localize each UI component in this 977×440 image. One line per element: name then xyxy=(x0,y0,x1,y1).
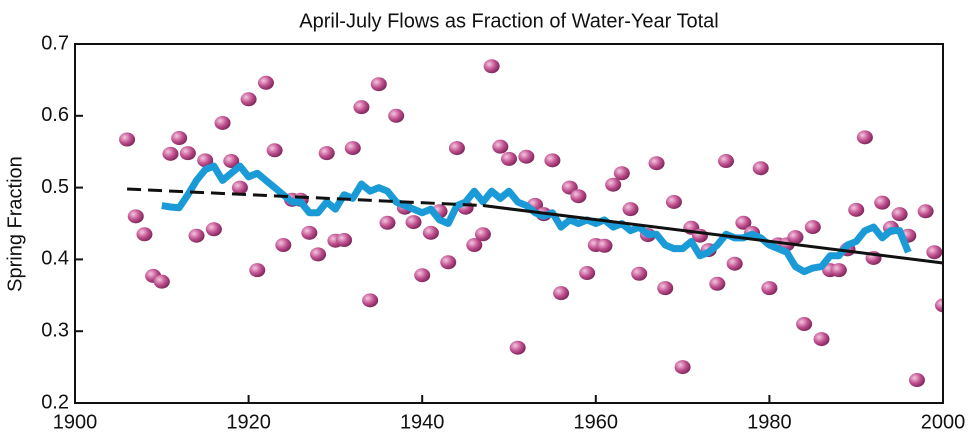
scatter-point xyxy=(153,274,170,289)
y-axis-label: Spring Fraction xyxy=(4,156,26,292)
scatter-point xyxy=(257,75,274,90)
scatter-point xyxy=(162,146,179,161)
scatter-point xyxy=(830,263,847,278)
y-tick-label: 0.6 xyxy=(41,104,69,126)
scatter-point xyxy=(761,281,778,296)
scatter-point xyxy=(214,115,231,130)
scatter-point xyxy=(891,207,908,222)
scatter-point xyxy=(119,132,136,147)
x-tick-label: 1900 xyxy=(53,411,98,433)
scatter-point xyxy=(179,146,196,161)
y-tick-label: 0.4 xyxy=(41,248,69,270)
scatter-point xyxy=(353,100,370,115)
axes-frame xyxy=(74,43,944,404)
scatter-point xyxy=(796,317,813,332)
scatter-point xyxy=(379,215,396,230)
y-tick-label: 0.2 xyxy=(41,391,69,413)
scatter-point xyxy=(205,222,222,237)
scatter-point xyxy=(127,209,144,224)
scatter-point xyxy=(631,266,648,281)
scatter-point xyxy=(718,154,734,169)
scatter-point xyxy=(370,77,387,92)
scatter-point xyxy=(414,268,431,283)
scatter-point xyxy=(709,276,726,291)
scatter-point xyxy=(249,263,266,278)
scatter-point xyxy=(197,153,214,168)
scatter-point xyxy=(240,92,257,107)
scatter-point xyxy=(752,161,769,176)
scatter-point xyxy=(596,238,613,253)
scatter-point xyxy=(874,195,891,210)
scatter-point xyxy=(605,177,622,192)
scatter-point xyxy=(501,151,517,166)
scatter-point xyxy=(622,202,639,217)
scatter-point xyxy=(136,227,153,242)
scatter-point xyxy=(726,256,743,271)
scatter-point xyxy=(509,340,526,355)
scatter-point xyxy=(474,227,491,242)
plot-area xyxy=(119,59,943,388)
scatter-point xyxy=(301,225,318,240)
x-tick-label: 2000 xyxy=(921,411,966,433)
x-tick-label: 1960 xyxy=(574,411,619,433)
y-tick-label: 0.3 xyxy=(41,319,69,341)
scatter-point xyxy=(275,238,292,253)
scatter-point xyxy=(318,146,335,161)
x-tick-label: 1980 xyxy=(747,411,792,433)
line xyxy=(127,187,484,208)
scatter-point xyxy=(422,225,439,240)
scatter-point xyxy=(483,59,500,74)
x-tick-label: 1940 xyxy=(400,411,445,433)
scatter-point xyxy=(362,293,379,308)
scatter-point xyxy=(848,202,865,217)
scatter-point xyxy=(613,166,630,181)
scatter-point xyxy=(405,215,422,230)
scatter-point xyxy=(188,228,205,243)
scatter-point xyxy=(579,266,596,281)
scatter-point xyxy=(735,215,752,230)
scatter-point xyxy=(648,156,665,171)
scatter-point xyxy=(336,233,353,248)
scatter-point xyxy=(544,153,561,168)
scatter-point xyxy=(310,247,327,262)
scatter-point xyxy=(657,281,674,296)
y-tick-label: 0.7 xyxy=(41,32,69,54)
line xyxy=(161,162,912,276)
scatter-point xyxy=(804,220,821,235)
scatter-point xyxy=(231,180,248,195)
scatter-point xyxy=(813,332,830,347)
scatter-point xyxy=(440,255,457,270)
scatter-point xyxy=(266,143,283,158)
scatter-point xyxy=(518,149,535,164)
scatter-point xyxy=(935,298,943,313)
scatter-point xyxy=(492,139,509,154)
scatter-point xyxy=(665,194,682,209)
scatter-point xyxy=(787,230,804,245)
scatter-point xyxy=(856,130,873,145)
scatter-point xyxy=(926,245,943,260)
scatter-point xyxy=(908,373,925,388)
line xyxy=(482,204,943,265)
scatter-point xyxy=(448,141,465,156)
x-tick-label: 1920 xyxy=(226,411,271,433)
scatter-point xyxy=(344,141,361,156)
scatter-point xyxy=(674,360,691,375)
scatter-point xyxy=(570,189,587,204)
scatter-point xyxy=(466,238,483,253)
scatter-point xyxy=(171,131,188,146)
scatter-point xyxy=(388,108,405,123)
chart-title: April-July Flows as Fraction of Water-Ye… xyxy=(299,10,718,32)
scatter-point xyxy=(223,154,240,169)
scatter-point xyxy=(917,204,934,219)
scatter-point xyxy=(553,286,570,301)
y-tick-label: 0.5 xyxy=(41,176,69,198)
